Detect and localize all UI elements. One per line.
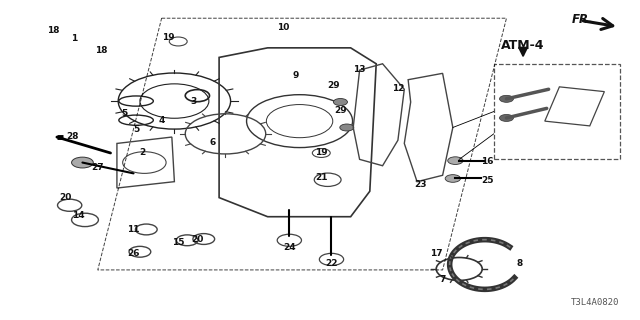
Text: 27: 27 — [92, 164, 104, 172]
Text: 15: 15 — [172, 238, 184, 247]
Text: 9: 9 — [292, 71, 299, 80]
Circle shape — [72, 157, 93, 168]
Text: 23: 23 — [415, 180, 427, 189]
Circle shape — [445, 175, 461, 182]
Circle shape — [499, 95, 513, 102]
Text: 20: 20 — [60, 193, 72, 202]
Text: 29: 29 — [334, 106, 347, 115]
Text: 20: 20 — [191, 235, 204, 244]
Text: 13: 13 — [353, 65, 366, 74]
Text: 1: 1 — [71, 35, 77, 44]
Text: 8: 8 — [516, 259, 522, 268]
Text: 24: 24 — [283, 243, 296, 252]
Text: 2: 2 — [140, 148, 145, 156]
Text: 5: 5 — [133, 125, 140, 134]
Text: 18: 18 — [47, 27, 60, 36]
Text: 19: 19 — [162, 33, 174, 42]
Text: 6: 6 — [209, 138, 216, 147]
Text: 19: 19 — [315, 148, 328, 156]
Circle shape — [499, 115, 513, 122]
Text: 25: 25 — [481, 176, 493, 185]
Text: 5: 5 — [121, 109, 127, 118]
Bar — [545, 87, 604, 126]
Text: T3L4A0820: T3L4A0820 — [570, 298, 619, 307]
Text: 10: 10 — [276, 23, 289, 32]
Text: 26: 26 — [127, 250, 140, 259]
Text: 11: 11 — [127, 225, 140, 234]
Text: 3: 3 — [191, 97, 196, 106]
Text: ATM-4: ATM-4 — [501, 39, 545, 52]
Text: FR.: FR. — [572, 13, 594, 26]
Text: 7: 7 — [440, 275, 446, 284]
Text: 28: 28 — [66, 132, 79, 140]
Text: 17: 17 — [430, 250, 442, 259]
Text: 16: 16 — [481, 157, 493, 166]
Text: 4: 4 — [159, 116, 165, 125]
Circle shape — [333, 99, 348, 106]
Circle shape — [448, 157, 463, 164]
Text: 14: 14 — [72, 211, 85, 220]
Text: 29: 29 — [328, 81, 340, 90]
Text: 21: 21 — [315, 173, 328, 182]
Text: 12: 12 — [392, 84, 404, 93]
Text: 18: 18 — [95, 45, 108, 55]
Circle shape — [340, 124, 354, 131]
Text: 22: 22 — [325, 259, 338, 268]
